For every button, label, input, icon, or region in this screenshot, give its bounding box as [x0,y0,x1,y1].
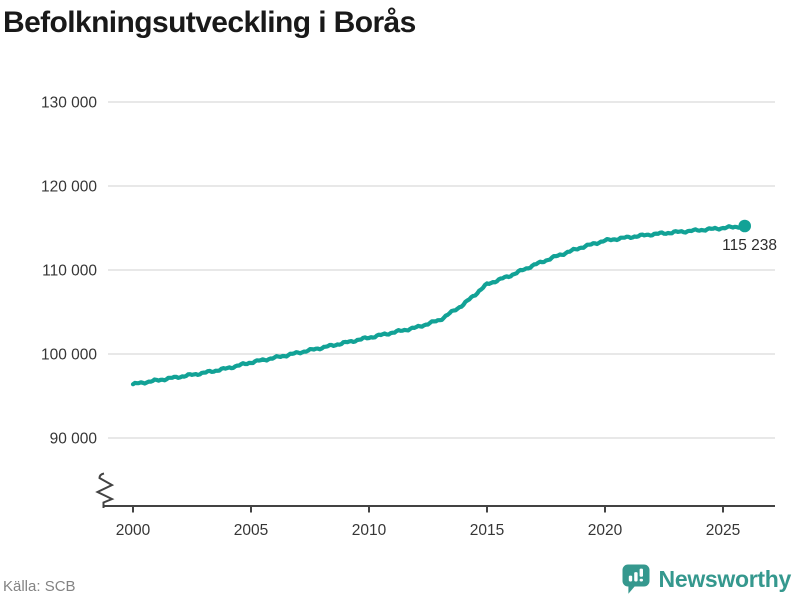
exclamation-bar [639,568,643,577]
x-axis-label: 2005 [234,522,268,539]
population-line [130,223,747,387]
axis-break-icon [95,472,115,508]
end-point-marker [738,219,752,233]
x-axis-label: 2020 [588,522,623,539]
x-axis-label: 2010 [352,522,387,539]
newsworthy-logo: Newsworthy [621,562,791,596]
y-axis-label: 130 000 [41,95,97,112]
bar-short [628,575,632,581]
end-value-label: 115 238 [722,237,777,254]
newsworthy-logo-icon [622,564,650,594]
y-axis-label: 110 000 [42,263,97,280]
x-axis-label: 2025 [706,522,740,539]
page-title: Befolkningsutveckling i Borås [3,6,416,39]
y-axis-label: 100 000 [41,347,97,364]
y-axis-label: 120 000 [41,179,97,196]
x-axis-label: 2015 [470,522,504,539]
x-axis-label: 2000 [116,522,151,539]
y-axis-label: 90 000 [50,431,98,448]
bar-tall [633,571,638,581]
newsworthy-wordmark: Newsworthy [658,565,792,592]
exclamation-dot [639,578,643,581]
source-label: Källa: SCB [3,578,76,595]
